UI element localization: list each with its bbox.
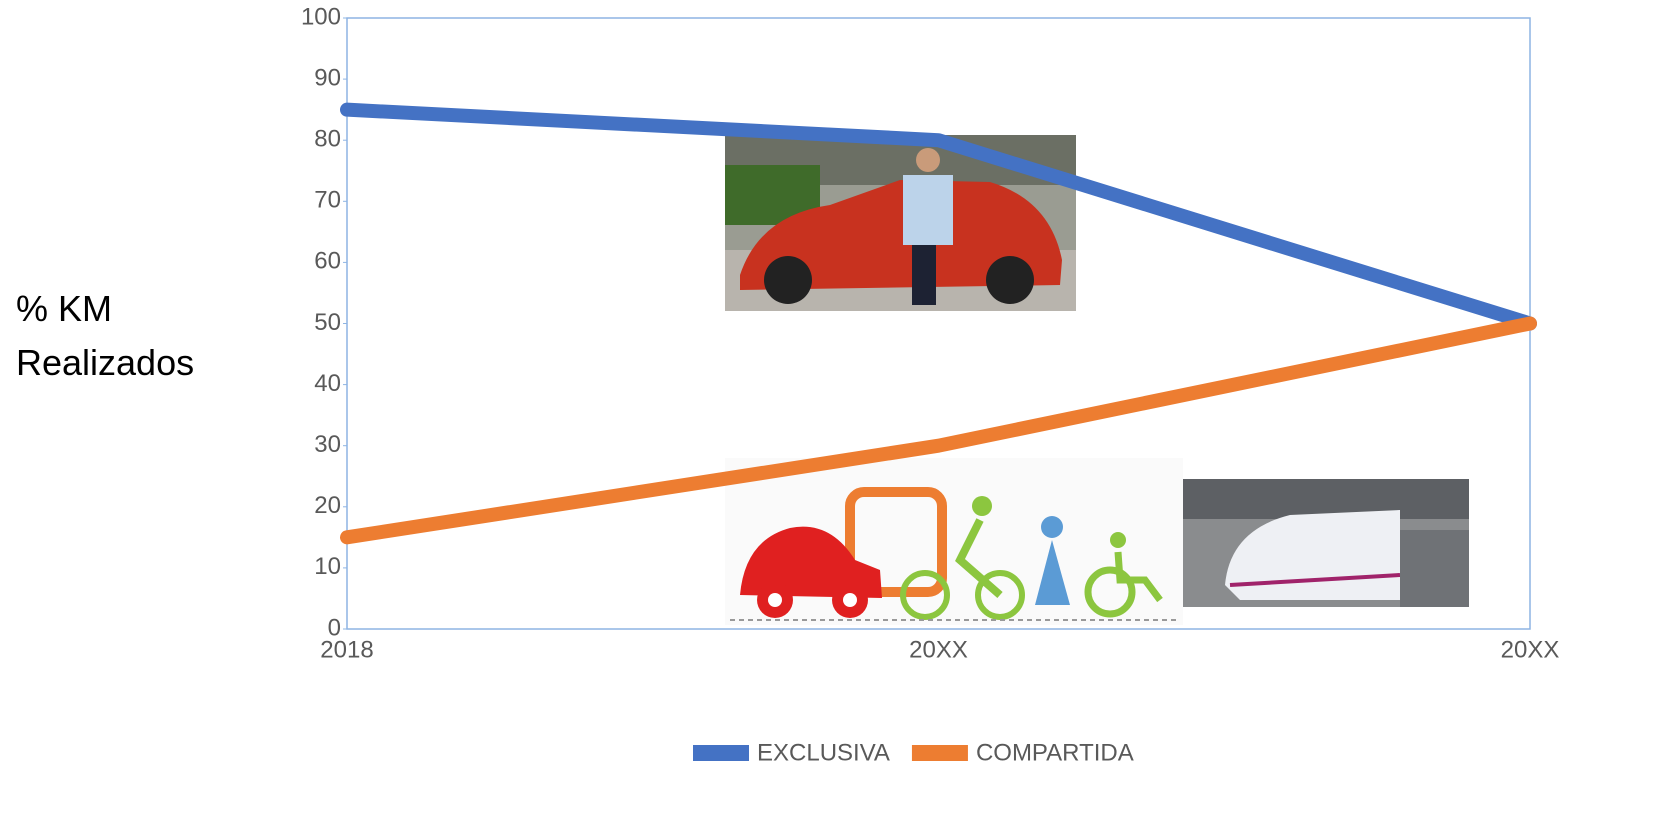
y-tick-label: 30 bbox=[314, 431, 341, 458]
y-tick-label: 100 bbox=[301, 3, 341, 30]
y-tick-label: 90 bbox=[314, 64, 341, 91]
photo-train bbox=[1183, 479, 1469, 607]
legend-label: COMPARTIDA bbox=[976, 739, 1134, 766]
y-tick-label: 80 bbox=[314, 126, 341, 153]
y-tick-label: 10 bbox=[314, 553, 341, 580]
chart: 0102030405060708090100201820XX20XXEXCLUS… bbox=[0, 0, 1668, 815]
legend-swatch bbox=[693, 745, 749, 761]
y-tick-label: 40 bbox=[314, 370, 341, 397]
y-tick-label: 70 bbox=[314, 187, 341, 214]
photo-icons bbox=[725, 458, 1183, 625]
y-tick-label: 20 bbox=[314, 492, 341, 519]
legend-label: EXCLUSIVA bbox=[757, 739, 890, 766]
legend-swatch bbox=[912, 745, 968, 761]
x-tick-label: 20XX bbox=[909, 636, 968, 663]
y-tick-label: 50 bbox=[314, 309, 341, 336]
page: % KM Realizados 010203040506 bbox=[0, 0, 1668, 815]
x-tick-label: 20XX bbox=[1501, 636, 1560, 663]
x-tick-label: 2018 bbox=[320, 636, 373, 663]
y-axis-label: % KM Realizados bbox=[16, 282, 216, 390]
y-tick-label: 60 bbox=[314, 248, 341, 275]
